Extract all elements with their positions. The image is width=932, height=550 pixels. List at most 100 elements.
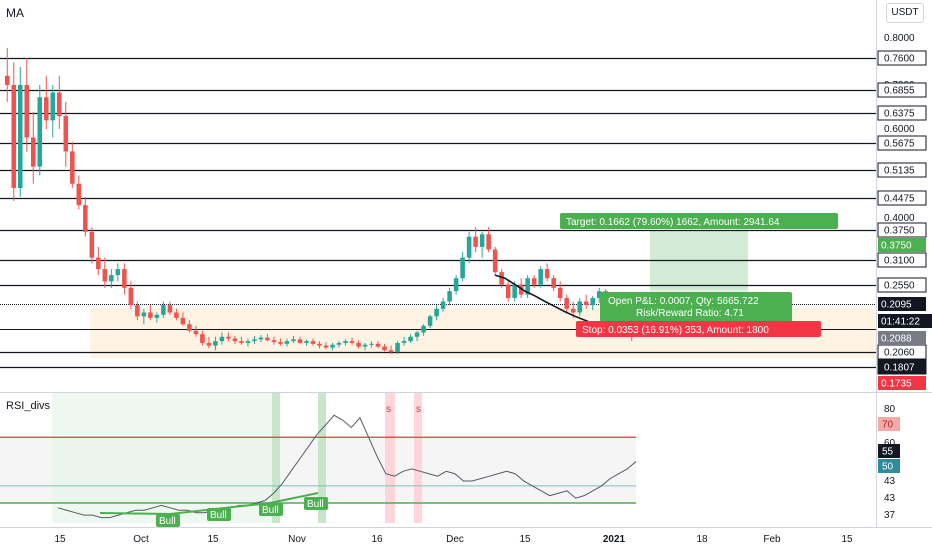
candle-body bbox=[310, 341, 316, 344]
bull-label: Bull bbox=[159, 516, 176, 527]
candle-body bbox=[200, 334, 205, 343]
time-axis-label: 15 bbox=[207, 534, 219, 545]
bull-label: Bull bbox=[307, 499, 324, 510]
time-axis-label: 15 bbox=[841, 534, 853, 545]
candle-body bbox=[154, 314, 160, 318]
stop-label: Stop: 0.0353 (16.91%) 353, Amount: 1800 bbox=[582, 325, 769, 336]
candle-body bbox=[4, 75, 10, 85]
rsi-badge bbox=[878, 459, 900, 473]
level-label-box bbox=[877, 277, 927, 293]
level-label-box bbox=[877, 50, 927, 66]
candle-body bbox=[271, 340, 277, 343]
price-badge bbox=[878, 376, 926, 390]
candle-body bbox=[96, 257, 101, 270]
candle-body bbox=[330, 344, 335, 348]
candle-body bbox=[323, 345, 329, 348]
candle-body bbox=[356, 342, 361, 347]
candle-body bbox=[551, 278, 556, 288]
bear-zone-1 bbox=[385, 393, 395, 523]
candle-body bbox=[44, 97, 49, 121]
candle-body bbox=[317, 343, 322, 346]
currency-button[interactable]: USDT bbox=[886, 3, 924, 23]
candle-body bbox=[590, 297, 595, 306]
candle-body bbox=[57, 92, 62, 117]
candle-body bbox=[187, 324, 192, 331]
candle-body bbox=[115, 269, 121, 276]
candle-body bbox=[525, 278, 530, 295]
price-tick-label: 0.6000 bbox=[884, 124, 915, 135]
price-tick-label: 0.8000 bbox=[884, 33, 915, 44]
candle-body bbox=[193, 330, 199, 335]
price-badge-text: 0.3750 bbox=[881, 241, 912, 252]
pnl-label-box bbox=[600, 292, 792, 322]
rsi-badge bbox=[878, 417, 900, 431]
level-label: 0.6855 bbox=[884, 86, 915, 97]
candle-body bbox=[297, 339, 303, 343]
candle-body bbox=[505, 284, 511, 298]
rsi-indicator-title[interactable]: RSI_divs bbox=[6, 400, 51, 412]
time-axis-label: Nov bbox=[288, 534, 306, 545]
candle-body bbox=[109, 275, 114, 282]
candle-body bbox=[245, 341, 251, 343]
candle-body bbox=[265, 337, 270, 341]
candle-body bbox=[369, 343, 374, 345]
indicator-label[interactable]: MA bbox=[6, 6, 24, 20]
candle-body bbox=[473, 236, 478, 247]
rsi-tick-label: 37 bbox=[884, 510, 896, 521]
candle-body bbox=[375, 343, 381, 347]
candle-body bbox=[239, 341, 244, 343]
candle-body bbox=[460, 257, 465, 279]
candle-body bbox=[564, 297, 569, 309]
candle-body bbox=[17, 85, 23, 189]
price-tick-label: 0.4000 bbox=[884, 213, 915, 224]
bull-zone-2 bbox=[272, 393, 280, 523]
candle-body bbox=[232, 338, 238, 342]
level-label-box bbox=[877, 82, 927, 98]
bear-label: s bbox=[416, 404, 421, 415]
level-label-box bbox=[877, 105, 927, 121]
candle-body bbox=[11, 85, 17, 189]
bull-div-line-3 bbox=[269, 492, 319, 504]
candle-body bbox=[102, 269, 108, 282]
candle-body bbox=[83, 205, 88, 232]
rsi-badge bbox=[878, 444, 900, 458]
candle-body bbox=[453, 278, 459, 292]
candle-body bbox=[63, 116, 69, 152]
bull-label-box bbox=[156, 514, 180, 527]
candle-body bbox=[479, 234, 485, 247]
time-axis-label: 15 bbox=[54, 534, 66, 545]
candle-body bbox=[538, 269, 543, 285]
candle-body bbox=[219, 336, 225, 342]
price-badge-text: 0.2095 bbox=[881, 300, 912, 311]
candle-body bbox=[122, 269, 127, 288]
price-badge bbox=[878, 238, 926, 252]
level-label-box bbox=[877, 359, 927, 375]
rsi-tick-label: 43 bbox=[884, 476, 896, 487]
candle-body bbox=[291, 339, 296, 342]
candle-body bbox=[544, 269, 550, 279]
candle-body bbox=[447, 291, 452, 302]
rsi-extra-tick: 43 bbox=[884, 493, 896, 504]
candle-body bbox=[583, 301, 589, 306]
rsi-tick-label: 60 bbox=[884, 438, 896, 449]
level-label: 0.6375 bbox=[884, 109, 915, 120]
level-label-box bbox=[877, 222, 927, 238]
bull-label-box bbox=[259, 503, 283, 516]
candle-body bbox=[388, 350, 394, 353]
time-axis-label: 15 bbox=[519, 534, 531, 545]
candle-body bbox=[382, 346, 387, 351]
level-label: 0.7600 bbox=[884, 54, 915, 65]
level-label: 0.1807 bbox=[884, 363, 915, 374]
time-axis-label: 2021 bbox=[603, 534, 626, 545]
level-label: 0.5675 bbox=[884, 139, 915, 150]
price-badge bbox=[878, 331, 926, 345]
bull-label-box bbox=[207, 508, 231, 521]
bull-label-box bbox=[304, 497, 328, 510]
candle-body bbox=[174, 312, 179, 318]
price-badge bbox=[878, 314, 932, 328]
candle-body bbox=[577, 301, 582, 313]
risk-reward-label: Risk/Reward Ratio: 4.71 bbox=[636, 308, 744, 319]
candle-body bbox=[401, 341, 407, 343]
